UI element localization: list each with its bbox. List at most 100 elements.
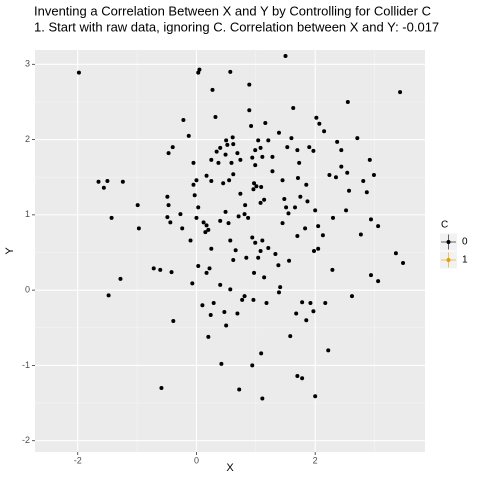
point (213, 115, 218, 119)
point (330, 215, 335, 220)
point (283, 54, 288, 59)
x-tick-label: 2 (313, 455, 318, 465)
point (262, 197, 267, 202)
point (259, 185, 264, 190)
point (280, 221, 285, 226)
point (280, 178, 285, 183)
plot-panel (35, 50, 425, 452)
point (219, 361, 224, 366)
point (361, 178, 366, 183)
point (109, 215, 114, 220)
point (347, 188, 352, 193)
point (349, 294, 354, 299)
point (291, 105, 296, 110)
point (250, 363, 255, 368)
point (256, 255, 261, 260)
point (345, 170, 350, 175)
point (294, 311, 299, 316)
point (247, 82, 252, 87)
point (358, 232, 363, 237)
point (355, 136, 360, 141)
point (194, 178, 199, 183)
point (316, 224, 321, 229)
point (151, 266, 156, 271)
point (376, 224, 381, 229)
point (393, 251, 398, 256)
point (178, 212, 183, 217)
point (295, 233, 300, 238)
y-axis-title: Y (4, 247, 16, 255)
point (223, 209, 228, 214)
point (371, 172, 376, 177)
point (207, 266, 212, 271)
point (201, 220, 206, 225)
point (322, 129, 327, 134)
point (252, 270, 257, 275)
point (222, 309, 227, 314)
point (282, 197, 287, 202)
point (192, 193, 197, 198)
point (236, 214, 241, 219)
point (228, 69, 233, 74)
point (323, 300, 328, 305)
point (218, 218, 223, 223)
point (194, 215, 199, 220)
point (105, 178, 110, 183)
point (224, 138, 229, 143)
point (165, 215, 170, 220)
point (249, 124, 254, 129)
point (284, 205, 289, 210)
point (398, 90, 403, 95)
point (188, 238, 193, 243)
point (250, 155, 255, 160)
point (298, 194, 303, 199)
point (181, 118, 186, 123)
point (270, 169, 275, 174)
point (169, 270, 174, 275)
point (276, 290, 281, 295)
point (226, 221, 231, 226)
point (204, 223, 209, 228)
point (242, 294, 247, 299)
legend-label: 0 (462, 237, 468, 248)
point (135, 203, 140, 208)
point (158, 267, 163, 272)
point (190, 281, 195, 286)
point (251, 187, 256, 192)
point (256, 138, 261, 143)
point (216, 160, 221, 165)
point (231, 258, 236, 263)
point (200, 303, 205, 308)
y-tick-label: -2 (22, 435, 30, 445)
point (159, 386, 164, 391)
point (196, 70, 201, 75)
point (253, 148, 258, 153)
legend-label: 1 (462, 255, 468, 266)
point (303, 226, 308, 231)
point (262, 275, 267, 280)
point (253, 240, 258, 245)
point (237, 387, 242, 392)
chart-subtitle: 1. Start with raw data, ignoring C. Corr… (34, 19, 439, 34)
point (311, 249, 316, 253)
point (313, 208, 318, 213)
point (247, 108, 252, 113)
point (307, 145, 312, 150)
point (180, 226, 185, 231)
point (196, 205, 201, 210)
point (339, 164, 344, 169)
point (96, 179, 101, 184)
y-tick-label: 1 (25, 209, 30, 219)
point (120, 179, 125, 184)
point (300, 300, 305, 305)
point (231, 142, 236, 147)
point (228, 238, 233, 243)
point (136, 226, 141, 231)
point (288, 334, 293, 339)
point (258, 249, 263, 253)
point (208, 312, 213, 317)
point (260, 396, 265, 401)
point (311, 148, 316, 153)
point (242, 212, 247, 217)
